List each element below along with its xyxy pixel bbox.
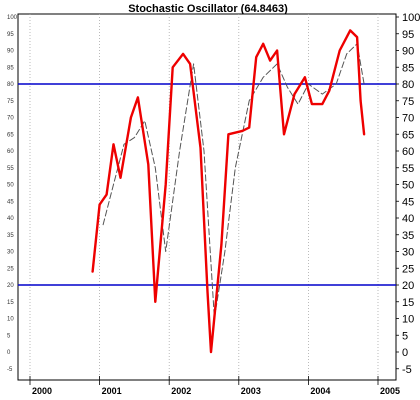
y-tick-label-left: 70	[7, 116, 14, 122]
y-tick-label-left: 10	[7, 317, 14, 323]
x-axis: 2000 2001 2002 2003 2004 2005	[29, 376, 400, 396]
y-tick-label-right: 10	[402, 314, 414, 326]
y-tick-label-left: 30	[7, 250, 14, 256]
y-tick-label-right: 55	[402, 163, 414, 175]
y-tick-label-left: 50	[7, 183, 14, 189]
y-tick-label-right: 95	[402, 29, 414, 41]
y-tick-label-left: 15	[7, 300, 14, 306]
y-axis-left: -5 0 5 10 15 20 25 30 35 40 45 50 55 60 65 70 75 80 85 90 95…	[7, 15, 18, 373]
y-tick-label-left: 95	[7, 32, 14, 38]
reference-lines	[18, 83, 396, 286]
y-tick-label-right: 45	[402, 196, 414, 208]
y-tick-label-right: 85	[402, 62, 414, 74]
series-layer	[91, 29, 366, 354]
y-tick-label-left: 90	[7, 49, 14, 55]
y-tick-label-right: 65	[402, 129, 414, 141]
y-tick-label-left: 45	[7, 199, 14, 205]
y-tick-label-right: 5	[402, 330, 408, 342]
y-axis-right: -5 0 5 10 15 20 25 30 35 40 45 50 55 60 65 70 75 80 85 90 95…	[396, 12, 420, 376]
y-tick-label-left: 75	[7, 99, 14, 105]
y-tick-label-right: 25	[402, 263, 414, 275]
y-tick-label-right: 15	[402, 297, 414, 309]
y-tick-label-left: 0	[7, 350, 11, 356]
y-tick-label-right: 30	[402, 247, 414, 259]
y-tick-label-right: 20	[402, 280, 414, 292]
y-tick-label-left: 85	[7, 65, 14, 71]
vertical-grid	[29, 14, 379, 380]
y-tick-label-right: 35	[402, 230, 414, 242]
oscillator-line-series	[91, 29, 366, 354]
chart-title: Stochastic Oscillator (64.8463)	[128, 3, 288, 15]
y-tick-label-right: 70	[402, 113, 414, 125]
y-tick-label-left: 25	[7, 266, 14, 272]
y-tick-label-right: 75	[402, 96, 414, 108]
y-tick-label-left: 40	[7, 216, 14, 222]
y-tick-label-left: 5	[7, 333, 11, 339]
y-tick-label-right: 40	[402, 213, 414, 225]
y-tick-label-left: 65	[7, 132, 14, 138]
x-tick-label-2001: 2001	[102, 386, 122, 396]
y-tick-label-left: 55	[7, 166, 14, 172]
x-tick-label-2004: 2004	[310, 386, 330, 396]
x-tick-label-2002: 2002	[171, 386, 191, 396]
x-tick-label-2005: 2005	[380, 386, 400, 396]
plot-frame	[17, 13, 397, 381]
y-tick-label-left: 20	[7, 283, 14, 289]
y-tick-label-right: -5	[402, 364, 412, 376]
y-tick-label-left: 100	[7, 15, 18, 21]
y-tick-label-right: 0	[402, 347, 408, 359]
y-tick-label-right: 50	[402, 180, 414, 192]
y-tick-label-right: 100	[402, 12, 420, 24]
y-tick-label-left: 60	[7, 149, 14, 155]
y-tick-label-left: -5	[7, 367, 13, 373]
y-tick-label-left: 80	[7, 82, 14, 88]
y-tick-label-right: 80	[402, 79, 414, 91]
x-tick-label-2000: 2000	[32, 386, 52, 396]
signal-line-series	[102, 43, 365, 319]
y-tick-label-right: 60	[402, 146, 414, 158]
y-tick-label-left: 35	[7, 233, 14, 239]
x-tick-label-2003: 2003	[241, 386, 261, 396]
y-tick-label-right: 90	[402, 46, 414, 58]
